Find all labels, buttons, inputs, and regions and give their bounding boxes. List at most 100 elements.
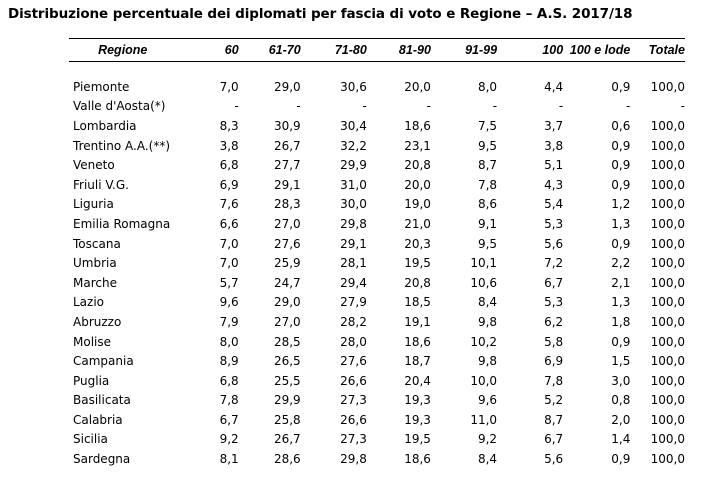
value-cell: - — [426, 99, 431, 114]
value-cell: 26,7 — [273, 138, 301, 153]
value-cell: 30,6 — [340, 79, 367, 94]
value-cell: - — [558, 99, 564, 114]
value-cell: 7,9 — [219, 314, 239, 329]
value-cell: 25,9 — [273, 256, 301, 271]
value-cell: 21,0 — [404, 216, 431, 231]
value-cell: 20,8 — [404, 275, 431, 290]
table-row: Lazio 9,6 29,0 27,9 18,5 8,4 5,3 1,3 100,0 — [69, 293, 685, 313]
value-cell: 5,4 — [544, 197, 564, 212]
value-cell: 18,7 — [404, 354, 431, 369]
value-cell: 5,8 — [544, 334, 564, 349]
table-row: Veneto 6,8 27,7 29,9 20,8 8,7 5,1 0,9 100,0 — [69, 155, 685, 175]
value-cell: 18,6 — [404, 334, 431, 349]
region-cell: Basilicata — [73, 393, 131, 408]
value-cell: 29,9 — [340, 158, 367, 173]
value-cell: 6,7 — [544, 432, 564, 447]
value-cell: 100,0 — [650, 314, 685, 329]
value-cell: 6,6 — [219, 216, 239, 231]
value-cell: 1,2 — [611, 197, 631, 212]
value-cell: 27,3 — [340, 393, 367, 408]
region-cell: Puglia — [73, 373, 110, 388]
region-cell: Lombardia — [73, 118, 137, 133]
value-cell: 1,4 — [611, 432, 631, 447]
value-cell: 31,0 — [340, 177, 367, 192]
value-cell: 28,6 — [273, 452, 301, 467]
value-cell: 0,9 — [611, 452, 631, 467]
value-cell: 25,5 — [273, 373, 301, 388]
region-cell: Emilia Romagna — [73, 216, 171, 231]
table-row: Molise 8,0 28,5 28,0 18,6 10,2 5,8 0,9 100,0 — [69, 332, 685, 352]
header-60: 60 — [176, 38, 245, 62]
value-cell: 8,0 — [477, 79, 498, 94]
value-cell: 19,5 — [404, 432, 431, 447]
value-cell: 100,0 — [650, 177, 685, 192]
region-cell: Friuli V.G. — [73, 177, 129, 192]
table-row: Puglia 6,8 25,5 26,6 20,4 10,0 7,8 3,0 100,0 — [69, 371, 685, 391]
value-cell: 0,9 — [611, 158, 631, 173]
spacer-row — [69, 62, 685, 78]
value-cell: 7,2 — [544, 256, 564, 271]
value-cell: 8,4 — [477, 452, 498, 467]
value-cell: 7,0 — [219, 236, 239, 251]
value-cell: 100,0 — [650, 256, 685, 271]
value-cell: 6,9 — [219, 177, 239, 192]
table-row: Valle d'Aosta(*) - - - - - - - - — [69, 97, 685, 117]
value-cell: 8,1 — [219, 452, 239, 467]
value-cell: 19,1 — [404, 314, 431, 329]
value-cell: 3,8 — [219, 138, 239, 153]
value-cell: 29,4 — [340, 275, 367, 290]
value-cell: 7,8 — [544, 373, 564, 388]
value-cell: 0,9 — [611, 177, 631, 192]
header-61-70: 61-70 — [244, 38, 307, 62]
region-cell: Marche — [73, 275, 117, 290]
value-cell: 100,0 — [650, 354, 685, 369]
value-cell: 5,3 — [544, 295, 564, 310]
value-cell: 8,7 — [544, 412, 564, 427]
value-cell: 5,3 — [544, 216, 564, 231]
value-cell: 1,5 — [611, 354, 631, 369]
region-cell: Umbria — [73, 256, 117, 271]
value-cell: 19,0 — [404, 197, 431, 212]
value-cell: 27,9 — [340, 295, 367, 310]
value-cell: 28,1 — [340, 256, 367, 271]
value-cell: 8,7 — [477, 158, 498, 173]
header-71-80: 71-80 — [306, 38, 373, 62]
value-cell: 3,8 — [544, 138, 564, 153]
table-row: Campania 8,9 26,5 27,6 18,7 9,8 6,9 1,5 100,0 — [69, 351, 685, 371]
value-cell: 0,9 — [611, 236, 631, 251]
value-cell: 0,8 — [611, 393, 631, 408]
value-cell: 100,0 — [650, 216, 685, 231]
region-cell: Molise — [73, 334, 111, 349]
value-cell: - — [234, 99, 239, 114]
value-cell: 6,7 — [544, 275, 564, 290]
value-cell: 10,2 — [470, 334, 498, 349]
value-cell: 100,0 — [650, 158, 685, 173]
value-cell: - — [680, 99, 685, 114]
value-cell: 29,0 — [273, 79, 301, 94]
value-cell: 1,3 — [611, 216, 631, 231]
header-81-90: 81-90 — [372, 38, 437, 62]
header-totale: Totale — [636, 38, 685, 62]
value-cell: 26,6 — [340, 412, 367, 427]
value-cell: 9,8 — [477, 354, 498, 369]
value-cell: 9,5 — [477, 138, 498, 153]
value-cell: 18,6 — [404, 452, 431, 467]
value-cell: 7,8 — [219, 393, 239, 408]
value-cell: 100,0 — [650, 236, 685, 251]
value-cell: 29,1 — [340, 236, 367, 251]
page-title: Distribuzione percentuale dei diplomati … — [8, 6, 633, 22]
value-cell: 100,0 — [650, 118, 685, 133]
value-cell: 0,9 — [611, 334, 631, 349]
table-row: Sicilia 9,2 26,7 27,3 19,5 9,2 6,7 1,4 100,0 — [69, 430, 685, 450]
value-cell: 100,0 — [650, 393, 685, 408]
table-row: Marche 5,7 24,7 29,4 20,8 10,6 6,7 2,1 100,0 — [69, 273, 685, 293]
value-cell: - — [626, 99, 631, 114]
value-cell: 30,9 — [273, 118, 301, 133]
table-row: Sardegna 8,1 28,6 29,8 18,6 8,4 5,6 0,9 100,0 — [69, 449, 685, 469]
value-cell: 100,0 — [650, 79, 685, 94]
value-cell: 8,0 — [219, 334, 239, 349]
value-cell: 4,4 — [544, 79, 564, 94]
value-cell: 5,6 — [544, 452, 564, 467]
table-row: Calabria 6,7 25,8 26,6 19,3 11,0 8,7 2,0 100,0 — [69, 410, 685, 430]
value-cell: 5,2 — [544, 393, 564, 408]
